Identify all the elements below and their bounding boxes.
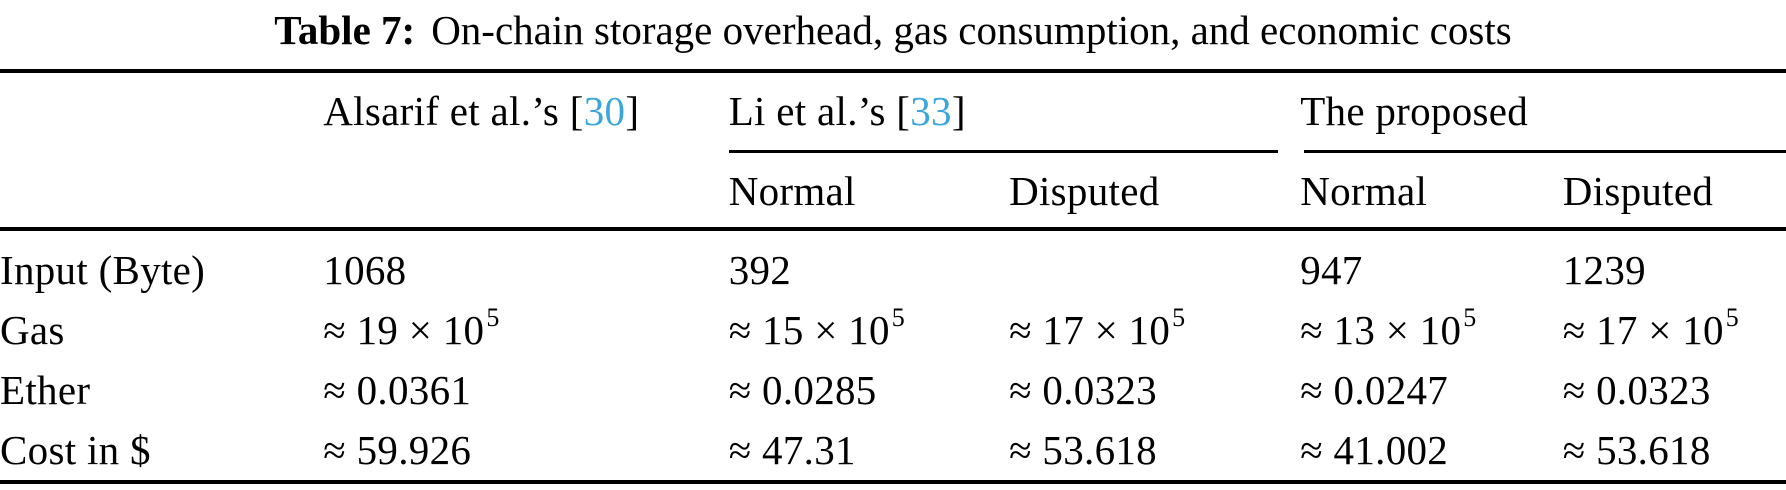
cell-exponent: 5 bbox=[891, 303, 906, 332]
cell-exponent: 5 bbox=[486, 303, 500, 332]
cell-value: ≈ 41.002 bbox=[1300, 427, 1449, 473]
sub-header-li-disputed: Disputed bbox=[1009, 153, 1301, 231]
cell-ether-li-normal: ≈ 0.0285 bbox=[729, 360, 1009, 420]
group-header-li-text: Li et al.’s [ bbox=[728, 88, 911, 134]
cell-value: ≈ 0.0361 bbox=[323, 367, 472, 413]
header-spacer-cell bbox=[0, 69, 324, 153]
cell-ether-alsarif: ≈ 0.0361 bbox=[323, 360, 728, 420]
cell-cost-proposed-normal: ≈ 41.002 bbox=[1300, 420, 1563, 484]
cell-value: ≈ 0.0285 bbox=[728, 367, 877, 413]
header-spacer-cell bbox=[0, 153, 324, 231]
cell-value: ≈ 0.0247 bbox=[1300, 367, 1449, 413]
sub-header-proposed-disputed: Disputed bbox=[1562, 153, 1786, 231]
cell-cost-proposed-disputed: ≈ 53.618 bbox=[1562, 420, 1786, 484]
group-header-li: Li et al.’s [33] bbox=[728, 69, 1301, 153]
sub-header-li-normal: Normal bbox=[728, 153, 1010, 231]
table-caption: Table 7: On-chain storage overhead, gas c… bbox=[0, 0, 1786, 56]
cell-cost-alsarif: ≈ 59.926 bbox=[323, 420, 729, 484]
group-header-proposed-text: The proposed bbox=[1300, 88, 1529, 134]
caption-text: On-chain storage overhead, gas consumpti… bbox=[431, 7, 1512, 53]
sub-header-proposed-normal: Normal bbox=[1300, 153, 1563, 231]
caption-label: Table 7: bbox=[274, 7, 416, 53]
group-header-proposed: The proposed bbox=[1300, 69, 1786, 153]
cell-value: ≈ 53.618 bbox=[1009, 427, 1157, 473]
header-spacer-cell bbox=[323, 153, 729, 231]
table-row-input: Input (Byte) 1068 392 947 1239 bbox=[0, 229, 1786, 300]
cell-gas-proposed-normal: ≈ 13 × 105 bbox=[1300, 300, 1563, 360]
table-row-gas: Gas ≈ 19 × 105 ≈ 15 × 105 ≈ 17 × 105 ≈ 1… bbox=[0, 300, 1786, 360]
cmidrule-li bbox=[728, 150, 1279, 153]
cell-exponent: 5 bbox=[1725, 303, 1740, 332]
cell-input-proposed-normal: 947 bbox=[1300, 229, 1563, 300]
row-label-cost: Cost in $ bbox=[0, 420, 324, 484]
cell-value: ≈ 17 × 10 bbox=[1009, 307, 1171, 353]
results-table: Alsarif et al.’s [30] Li et al.’s [33] T… bbox=[0, 69, 1786, 484]
cell-value: ≈ 17 × 10 bbox=[1562, 307, 1724, 353]
cell-ether-li-disputed: ≈ 0.0323 bbox=[1009, 360, 1300, 420]
table-row-cost: Cost in $ ≈ 59.926 ≈ 47.31 ≈ 53.618 ≈ 41… bbox=[0, 420, 1786, 484]
cell-gas-alsarif: ≈ 19 × 105 bbox=[323, 300, 728, 360]
cell-gas-li-disputed: ≈ 17 × 105 bbox=[1009, 300, 1300, 360]
citation-link-33[interactable]: 33 bbox=[910, 88, 952, 134]
sub-header-row: Normal Disputed Normal Disputed bbox=[0, 153, 1786, 231]
cell-cost-li-normal: ≈ 47.31 bbox=[728, 420, 1010, 484]
cell-value: ≈ 53.618 bbox=[1562, 427, 1711, 473]
cell-gas-li-normal: ≈ 15 × 105 bbox=[729, 300, 1009, 360]
cell-value: 947 bbox=[1300, 247, 1363, 293]
cell-input-li-disputed bbox=[1009, 229, 1300, 300]
cell-value: ≈ 0.0323 bbox=[1009, 367, 1157, 413]
group-header-alsarif-text: Alsarif et al.’s [ bbox=[323, 88, 584, 134]
group-header-alsarif: Alsarif et al.’s [30] bbox=[323, 69, 729, 153]
row-label-ether: Ether bbox=[0, 367, 91, 413]
cell-cost-li-disputed: ≈ 53.618 bbox=[1009, 420, 1301, 484]
bracket-close: ] bbox=[951, 88, 966, 134]
cell-value: ≈ 47.31 bbox=[728, 427, 856, 473]
cell-input-alsarif: 1068 bbox=[323, 229, 728, 300]
cell-exponent: 5 bbox=[1172, 303, 1186, 332]
cell-value: 392 bbox=[728, 247, 792, 293]
cell-ether-proposed-normal: ≈ 0.0247 bbox=[1300, 360, 1563, 420]
cell-input-proposed-disputed: 1239 bbox=[1563, 229, 1786, 300]
group-header-row: Alsarif et al.’s [30] Li et al.’s [33] T… bbox=[0, 69, 1786, 153]
cell-ether-proposed-disputed: ≈ 0.0323 bbox=[1563, 360, 1786, 420]
cell-input-li-normal: 392 bbox=[729, 229, 1009, 300]
cell-value: 1239 bbox=[1562, 247, 1646, 293]
bracket-close: ] bbox=[625, 88, 640, 134]
cell-exponent: 5 bbox=[1463, 303, 1477, 332]
cell-value: ≈ 59.926 bbox=[323, 427, 472, 473]
cmidrule-proposed bbox=[1304, 150, 1786, 153]
row-label-input-byte: Input (Byte) bbox=[0, 247, 206, 293]
cell-gas-proposed-disputed: ≈ 17 × 105 bbox=[1563, 300, 1786, 360]
cell-value: ≈ 0.0323 bbox=[1562, 367, 1711, 413]
cell-value: ≈ 15 × 10 bbox=[728, 307, 890, 353]
table-row-ether: Ether ≈ 0.0361 ≈ 0.0285 ≈ 0.0323 ≈ 0.024… bbox=[0, 360, 1786, 420]
cell-value: 1068 bbox=[323, 247, 407, 293]
citation-link-30[interactable]: 30 bbox=[583, 88, 626, 134]
row-label-gas: Gas bbox=[0, 307, 65, 353]
cell-value: ≈ 13 × 10 bbox=[1300, 307, 1462, 353]
cell-value: ≈ 19 × 10 bbox=[323, 307, 485, 353]
